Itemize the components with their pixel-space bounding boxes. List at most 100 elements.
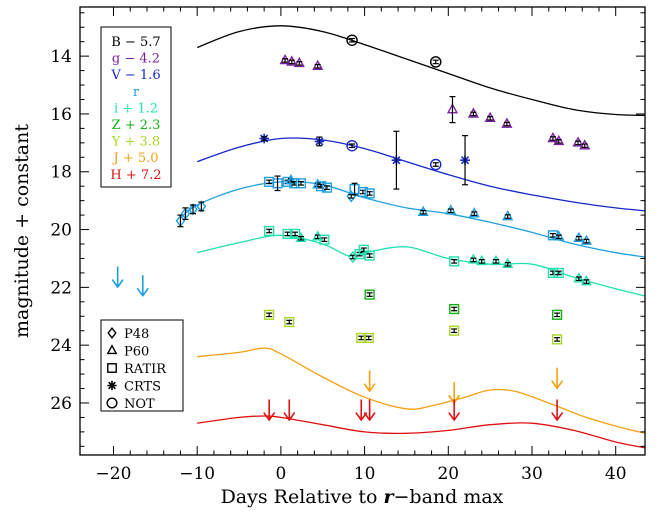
model-curve-B xyxy=(196,25,646,117)
data-point-r xyxy=(272,175,283,192)
x-axis-title-part: −band max xyxy=(393,486,503,508)
legend-band-label: V − 1.6 xyxy=(110,68,160,83)
data-point-i xyxy=(553,267,564,279)
model-curve-r xyxy=(179,180,646,258)
upper-limit-arrow-H xyxy=(263,399,275,421)
x-axis-title-band: r xyxy=(383,486,395,508)
data-point-r xyxy=(573,231,585,243)
data-point-g xyxy=(484,111,496,123)
data-point-g xyxy=(286,55,298,66)
upper-limit-arrow-J xyxy=(551,367,563,390)
data-point-i xyxy=(580,275,592,286)
x-axis-title-part: Days Relative to xyxy=(221,486,384,508)
legend-instrument-item: P60 xyxy=(106,344,149,360)
data-point-triangle-marker xyxy=(502,210,514,221)
data-point-V xyxy=(391,130,402,190)
upper-limit-arrow-path xyxy=(363,399,376,421)
data-point-V xyxy=(429,158,442,171)
model-curves xyxy=(179,25,646,449)
data-point-r xyxy=(553,230,565,241)
y-tick-label: 22 xyxy=(50,278,72,298)
data-point-triangle-marker xyxy=(573,272,585,283)
legend-band-label: i + 1.2 xyxy=(114,101,158,116)
data-point-i xyxy=(290,228,301,239)
data-point-g xyxy=(312,59,324,71)
data-point-diamond-marker xyxy=(196,200,207,213)
data-point-g xyxy=(467,107,479,118)
x-tick-label: 20 xyxy=(437,464,459,484)
data-point-triangle-marker xyxy=(293,56,305,68)
data-point-triangle-marker xyxy=(484,111,496,123)
data-point-i xyxy=(264,225,275,237)
data-point-square-marker xyxy=(364,188,375,199)
legend-band-label: r xyxy=(133,85,140,100)
data-point-triangle-marker xyxy=(490,254,502,266)
upper-limit-arrow-H xyxy=(363,399,376,421)
data-point-triangle-marker xyxy=(553,134,565,146)
upper-limit-arrow-r xyxy=(111,266,124,288)
data-point-g xyxy=(553,134,565,146)
data-point-Z xyxy=(364,289,375,300)
data-point-V xyxy=(460,135,470,186)
legend-instrument-label: NOT xyxy=(124,397,155,412)
data-point-circle-marker xyxy=(429,158,442,171)
data-point-Z xyxy=(449,303,460,315)
data-point-square-marker xyxy=(547,267,559,279)
data-point-r xyxy=(364,188,375,199)
upper-limit-arrow-H xyxy=(355,399,368,421)
data-point-i xyxy=(467,253,479,264)
band-legend-box xyxy=(100,26,172,188)
data-point-square-marker xyxy=(449,256,460,267)
data-point-diamond-marker xyxy=(188,203,198,216)
data-point-i xyxy=(358,244,369,255)
data-point-V xyxy=(259,133,269,144)
model-curve-H xyxy=(197,415,646,449)
data-point-i xyxy=(490,254,502,266)
data-point-i xyxy=(364,250,375,261)
upper-limit-arrows xyxy=(111,266,563,421)
data-point-square-marker xyxy=(449,325,460,336)
data-point-g xyxy=(446,95,459,124)
data-point-Y xyxy=(264,309,275,320)
data-point-square-marker xyxy=(358,244,369,255)
data-point-triangle-marker xyxy=(279,53,291,65)
upper-limit-arrow-path xyxy=(448,399,460,421)
data-point-B xyxy=(346,34,358,46)
data-point-square-marker xyxy=(295,178,307,189)
data-point-triangle-marker xyxy=(580,234,592,245)
data-point-triangle-marker xyxy=(572,136,584,147)
data-point-Z xyxy=(552,309,563,320)
data-point-r xyxy=(295,178,307,189)
data-point-circle-marker xyxy=(429,56,442,68)
model-curve-V xyxy=(196,137,646,212)
legend-instrument-item: RATIR xyxy=(107,362,167,377)
data-point-triangle-marker xyxy=(295,231,307,243)
upper-limit-arrow-path xyxy=(355,399,368,421)
axis-ticks: −20 −10 0 10 20 30 40 14 16 18 20 22 24 26 xyxy=(50,7,645,484)
data-point-circle-marker xyxy=(346,34,358,46)
data-point-i xyxy=(282,228,293,239)
band-legend: B − 5.7 g − 4.2V − 1.6 ri + 1.2 Z + 2.3 Y + … xyxy=(100,26,172,188)
legend-band-label: H + 7.2 xyxy=(110,168,161,183)
legend-instrument-label: P60 xyxy=(124,345,149,360)
data-point-square-marker xyxy=(449,303,460,315)
data-point-r xyxy=(445,204,457,215)
x-tick-label: 40 xyxy=(605,464,627,484)
data-point-Y xyxy=(449,325,460,336)
x-tick-label: −10 xyxy=(179,464,215,484)
data-point-triangle-marker xyxy=(445,204,457,215)
legend-instrument-label: CRTS xyxy=(124,380,161,395)
y-axis-title: magnitude + constant xyxy=(11,124,33,338)
data-point-g xyxy=(501,117,513,128)
legend-instrument-item: CRTS xyxy=(107,380,161,395)
data-point-triangle-marker xyxy=(502,257,514,269)
data-point-r xyxy=(196,200,207,213)
y-tick-label: 14 xyxy=(50,47,72,67)
data-point-g xyxy=(293,56,305,68)
legend-square-marker xyxy=(107,363,117,373)
data-point-r xyxy=(180,207,191,221)
data-point-r xyxy=(580,234,592,245)
data-point-triangle-marker xyxy=(579,139,591,150)
data-point-square-marker xyxy=(282,228,293,239)
